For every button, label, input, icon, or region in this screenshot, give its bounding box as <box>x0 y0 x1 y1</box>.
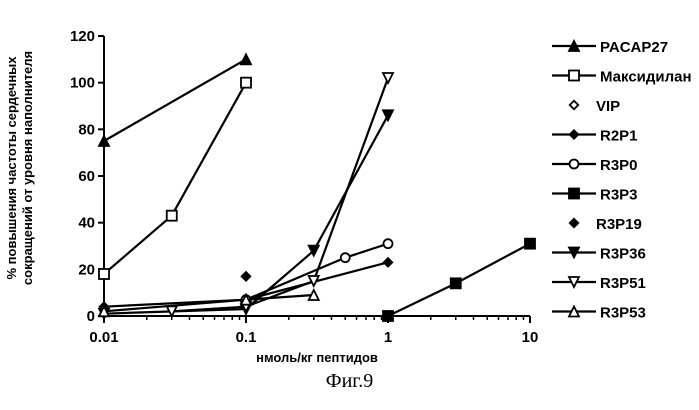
legend-marker <box>569 277 579 287</box>
series-line <box>104 83 246 274</box>
legend-marker <box>569 41 579 51</box>
figure-caption: Фиг.9 <box>0 370 699 393</box>
y-tick-label: 80 <box>78 121 95 138</box>
data-point <box>167 211 177 221</box>
series-line <box>104 59 246 141</box>
data-point <box>341 253 350 262</box>
y-axis-title: % повышения частоты сердечныхсокращений … <box>4 51 35 285</box>
y-tick-label: 60 <box>78 168 95 185</box>
legend-label: R3P53 <box>600 305 646 322</box>
y-tick-label: 120 <box>70 28 95 45</box>
legend-label: R3P36 <box>600 246 646 263</box>
legend-marker <box>570 130 579 139</box>
data-point <box>383 311 393 321</box>
y-tick-label: 40 <box>78 215 95 232</box>
y-axis: 0 20 40 60 80 100 120 <box>70 28 104 325</box>
series-максидилан <box>99 78 251 279</box>
y-axis-title-line: сокращений от уровня наполнителя <box>20 51 35 285</box>
series-r3p19 <box>242 272 251 281</box>
legend-item: VIP <box>570 98 620 115</box>
data-point <box>99 136 109 146</box>
legend-label: R2P1 <box>600 128 638 145</box>
legend-label: R3P0 <box>600 157 638 174</box>
legend-label: PACAP27 <box>600 39 668 56</box>
legend-label: R3P51 <box>600 275 646 292</box>
chart: 0 20 40 60 80 100 120 0.01 0.1 1 10 PACAP27 Максид… <box>0 0 699 370</box>
legend-label: Максидилан <box>600 69 692 86</box>
x-tick-label: 0.01 <box>89 329 118 346</box>
x-tick-label: 0.1 <box>236 329 257 346</box>
data-point <box>309 276 319 286</box>
legend-item: R2P1 <box>552 128 638 145</box>
legend-item: R3P36 <box>552 246 646 263</box>
data-point <box>384 258 393 267</box>
data-point <box>451 278 461 288</box>
y-tick-label: 20 <box>78 261 95 278</box>
x-axis-title: нмоль/кг пептидов <box>256 350 378 365</box>
data-point <box>99 269 109 279</box>
series-r3p3 <box>383 239 535 321</box>
legend-item: R3P0 <box>552 157 638 174</box>
legend-marker <box>569 248 579 258</box>
legend: PACAP27 Максидилан VIP R2P1 R3P0 R3P3 R3P19 R3P… <box>552 39 692 322</box>
legend-item: R3P3 <box>552 187 638 204</box>
data-point <box>383 110 393 120</box>
x-tick-label: 10 <box>522 329 539 346</box>
data-point <box>525 239 535 249</box>
y-axis-title-line: % повышения частоты сердечных <box>4 56 19 280</box>
data-point <box>384 239 393 248</box>
series-line <box>172 78 388 311</box>
data-point <box>167 306 177 316</box>
legend-label: R3P3 <box>600 187 638 204</box>
series-layer <box>99 54 535 321</box>
data-point <box>309 290 319 300</box>
legend-marker <box>569 189 579 199</box>
legend-item: PACAP27 <box>552 39 668 56</box>
legend-marker <box>570 160 579 169</box>
y-tick-label: 0 <box>87 308 95 325</box>
series-line <box>104 115 388 313</box>
legend-item: Максидилан <box>552 69 692 86</box>
legend-label: R3P19 <box>596 216 642 233</box>
series-r3p36 <box>99 110 393 318</box>
legend-marker <box>569 307 579 317</box>
legend-item: R3P51 <box>552 275 646 292</box>
legend-marker <box>570 219 579 228</box>
data-point <box>242 272 251 281</box>
data-point <box>241 78 251 88</box>
data-point <box>241 54 251 64</box>
x-tick-label: 1 <box>384 329 392 346</box>
legend-item: R3P19 <box>570 216 642 233</box>
legend-label: VIP <box>596 98 620 115</box>
series-pacap27 <box>99 54 251 146</box>
data-point <box>383 73 393 83</box>
legend-item: R3P53 <box>552 305 646 322</box>
legend-marker <box>569 71 579 81</box>
legend-marker <box>570 101 579 110</box>
x-axis: 0.01 0.1 1 10 <box>89 316 538 346</box>
y-tick-label: 100 <box>70 75 95 92</box>
